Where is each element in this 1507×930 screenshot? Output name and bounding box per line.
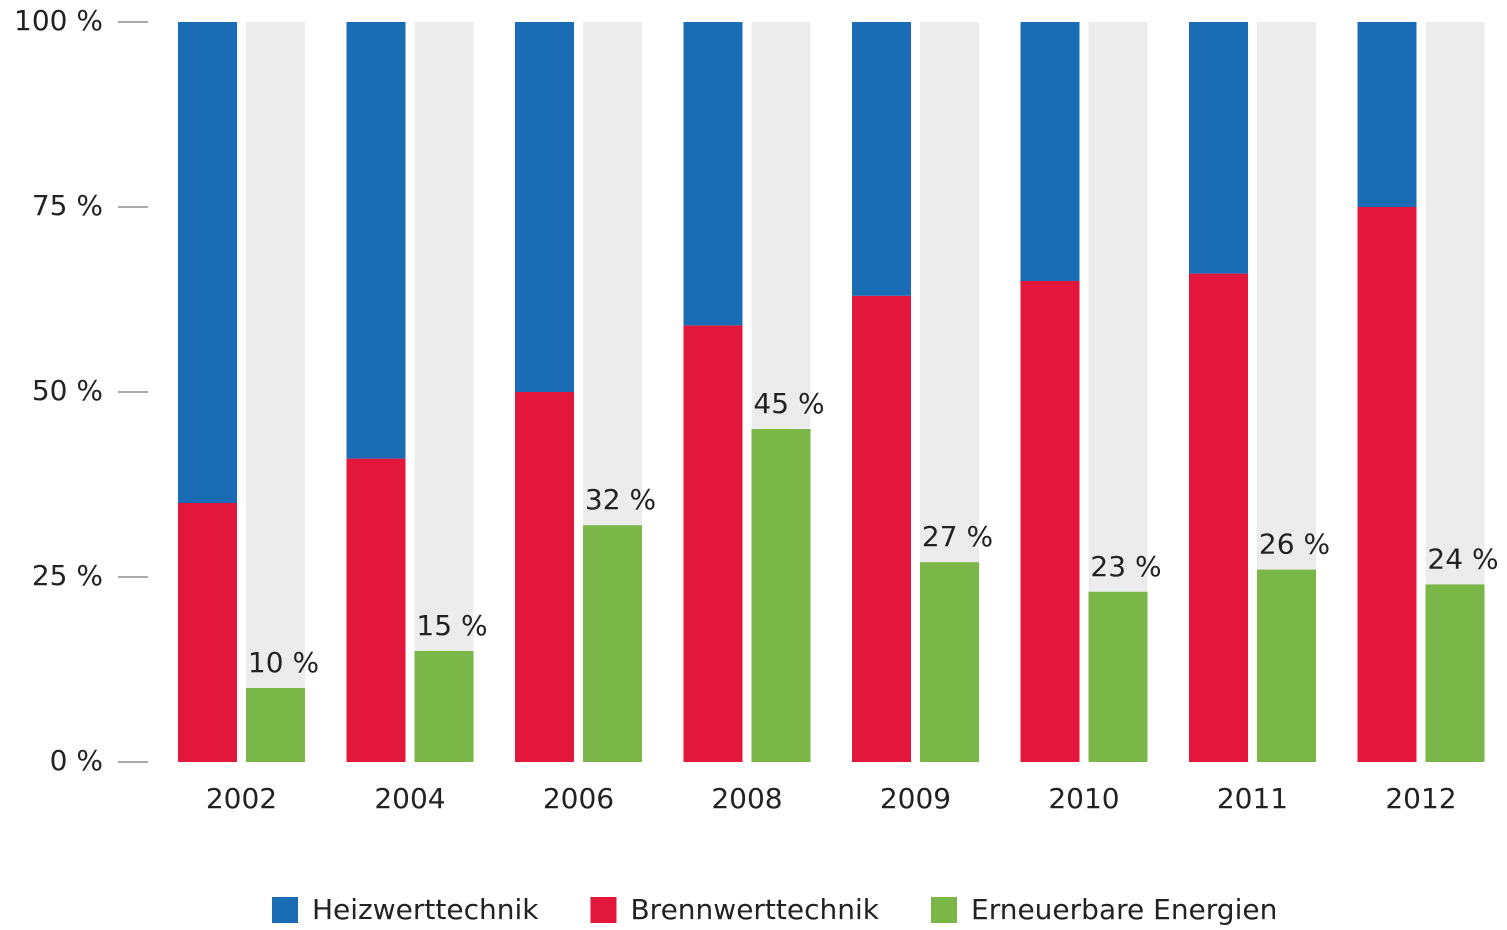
y-tick-label: 0 % (50, 744, 103, 777)
legend-label: Heizwerttechnik (312, 893, 539, 926)
x-tick-label: 2010 (1048, 782, 1119, 815)
legend-swatch (590, 897, 617, 923)
bar-segment (852, 22, 911, 296)
y-tick-label: 50 % (32, 374, 103, 407)
bar-track (414, 22, 474, 762)
data-label: 45 % (753, 387, 824, 420)
bar-segment (515, 392, 574, 762)
bar-segment (852, 295, 911, 762)
bar (920, 562, 979, 762)
bar-segment (178, 503, 237, 762)
bar (583, 525, 642, 762)
data-label: 27 % (922, 520, 993, 553)
data-label: 26 % (1259, 528, 1330, 561)
bar-segment (515, 22, 574, 392)
bar-segment (1020, 22, 1080, 281)
bar-segment (683, 22, 743, 326)
x-tick-label: 2009 (880, 782, 951, 815)
x-tick-label: 2002 (206, 782, 277, 815)
x-tick-label: 2006 (543, 782, 614, 815)
bar (246, 688, 305, 762)
bar (414, 651, 474, 762)
x-tick-label: 2012 (1385, 782, 1456, 815)
data-label: 23 % (1090, 550, 1161, 583)
bar-segment (1189, 22, 1248, 274)
data-label: 10 % (248, 646, 319, 679)
bar-segment (1020, 281, 1080, 762)
bar-segment (1189, 273, 1248, 762)
bar-segment (1357, 22, 1417, 207)
y-tick-label: 25 % (32, 559, 103, 592)
y-tick-label: 100 % (14, 4, 103, 37)
x-tick-label: 2008 (711, 782, 782, 815)
legend-label: Erneuerbare Energien (971, 893, 1277, 926)
legend-label: Brennwerttechnik (630, 893, 879, 926)
legend-swatch (272, 897, 298, 923)
bar-track (246, 22, 305, 762)
legend-swatch (931, 897, 957, 923)
x-tick-label: 2011 (1217, 782, 1288, 815)
y-tick-label: 75 % (32, 189, 103, 222)
bar-segment (346, 458, 406, 762)
bar (751, 429, 811, 762)
data-label: 24 % (1427, 542, 1498, 575)
bar (1088, 591, 1148, 762)
bar (1257, 569, 1316, 762)
bar (1425, 584, 1485, 762)
data-label: 15 % (416, 609, 487, 642)
bar-segment (346, 22, 406, 459)
bar-segment (178, 22, 237, 503)
bar-segment (1357, 207, 1417, 762)
x-tick-label: 2004 (374, 782, 445, 815)
data-label: 32 % (585, 483, 656, 516)
bar-segment (683, 325, 743, 762)
